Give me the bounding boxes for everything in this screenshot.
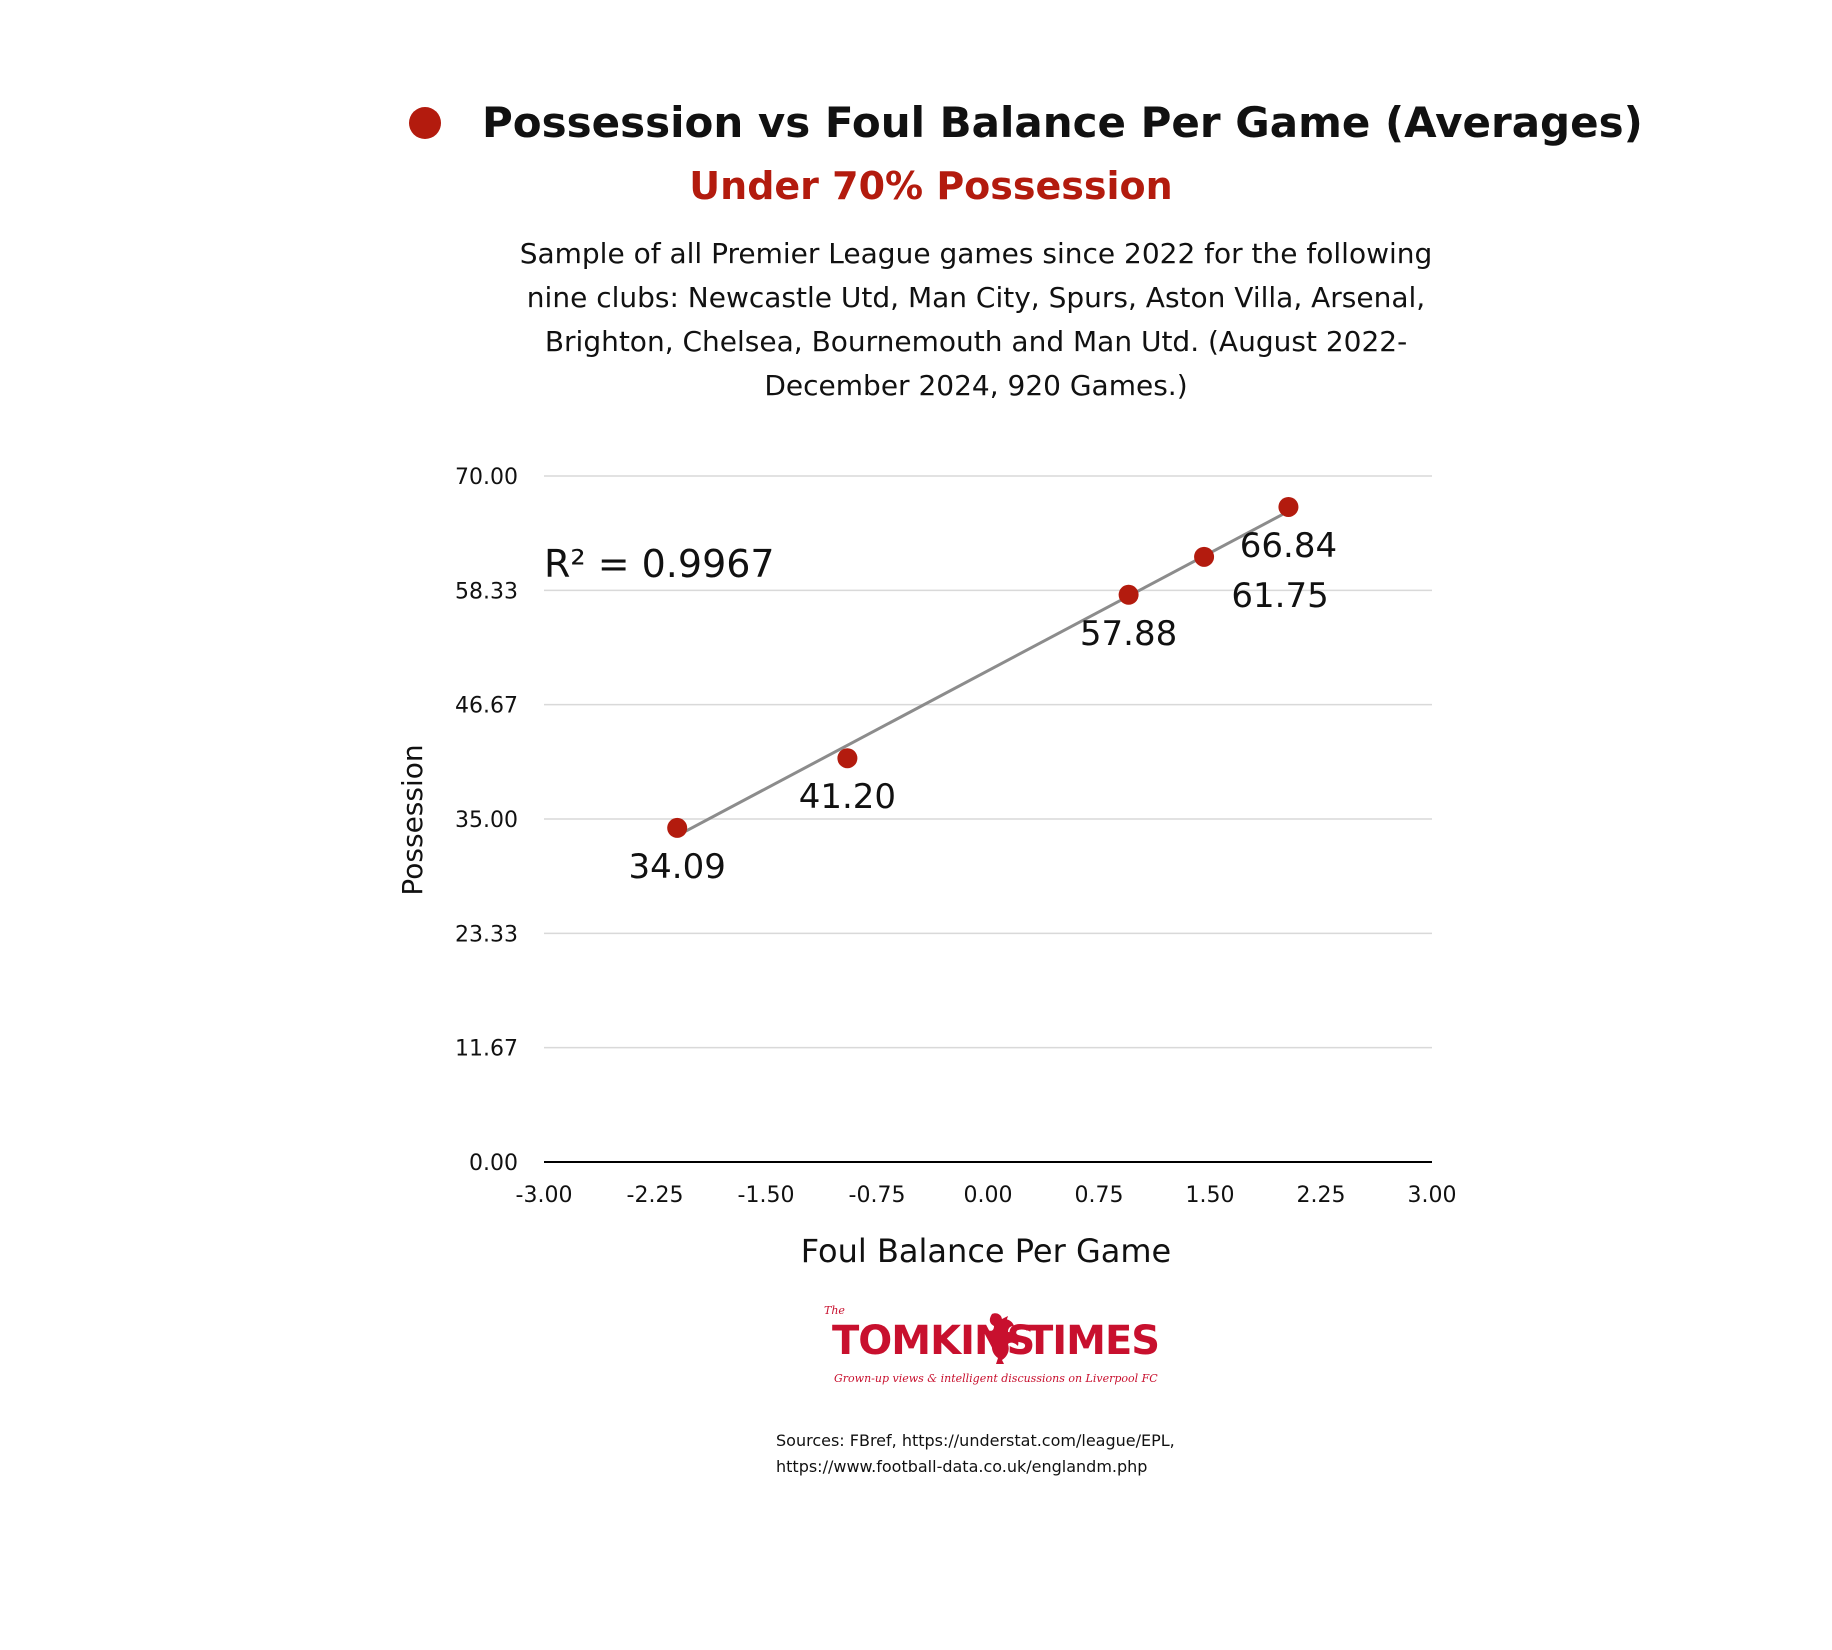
y-tick-label: 35.00 [455, 808, 518, 833]
data-label: 57.88 [1080, 614, 1177, 654]
data-labels: 34.09 41.20 57.88 61.75 66.84 [629, 526, 1338, 887]
logo-tagline: Grown-up views & intelligent discussions… [834, 1372, 1158, 1385]
chart-description: Sample of all Premier League games since… [519, 237, 1433, 402]
legend-marker [409, 107, 441, 139]
axes: 0.00 11.67 23.33 35.00 46.67 58.33 70.00 -3.00 -… [455, 465, 1456, 1208]
x-tick-label: -0.75 [849, 1183, 906, 1208]
data-point [667, 817, 688, 838]
data-point [1194, 546, 1215, 567]
data-label: 66.84 [1240, 526, 1337, 566]
x-axis-title: Foul Balance Per Game [801, 1232, 1171, 1270]
data-point [1118, 584, 1139, 605]
y-tick-label: 58.33 [455, 579, 518, 604]
chart-subtitle: Under 70% Possession [689, 164, 1173, 208]
x-tick-label: 0.00 [964, 1183, 1013, 1208]
sources-line-2: https://www.football-data.co.uk/englandm… [776, 1457, 1148, 1476]
y-axis-title: Possession [396, 744, 429, 895]
data-points [667, 496, 1299, 838]
data-point [837, 748, 858, 769]
data-label: 41.20 [799, 777, 896, 817]
liver-bird-icon [987, 1313, 1019, 1364]
logo-the-text: The [824, 1304, 845, 1317]
x-tick-label: 2.25 [1297, 1183, 1346, 1208]
x-tick-label: -3.00 [516, 1183, 573, 1208]
logo-name-right: TIMES [1026, 1318, 1160, 1364]
data-label: 34.09 [629, 847, 726, 887]
x-tick-label: 0.75 [1075, 1183, 1124, 1208]
x-tick-label: 3.00 [1408, 1183, 1457, 1208]
y-tick-label: 11.67 [455, 1037, 518, 1062]
sources-line-1: Sources: FBref, https://understat.com/le… [776, 1431, 1175, 1450]
y-tick-label: 70.00 [455, 465, 518, 490]
sources-note: Sources: FBref, https://understat.com/le… [776, 1428, 1276, 1480]
trendline [676, 509, 1290, 837]
y-tick-label: 23.33 [455, 922, 518, 947]
y-tick-label: 46.67 [455, 694, 518, 719]
r-squared-annotation: R² = 0.9967 [544, 542, 775, 586]
y-tick-label: 0.00 [469, 1151, 518, 1176]
x-tick-label: -2.25 [627, 1183, 684, 1208]
x-tick-label: -1.50 [738, 1183, 795, 1208]
chart-title: Possession vs Foul Balance Per Game (Ave… [482, 98, 1643, 147]
gridlines [544, 475, 1432, 1049]
x-tick-label: 1.50 [1186, 1183, 1235, 1208]
trendline-group [676, 509, 1290, 837]
data-label: 61.75 [1231, 576, 1328, 616]
tomkins-times-logo: The TOMKINS TIMES Grown-up views & intel… [820, 1300, 1160, 1400]
data-point [1278, 496, 1299, 517]
